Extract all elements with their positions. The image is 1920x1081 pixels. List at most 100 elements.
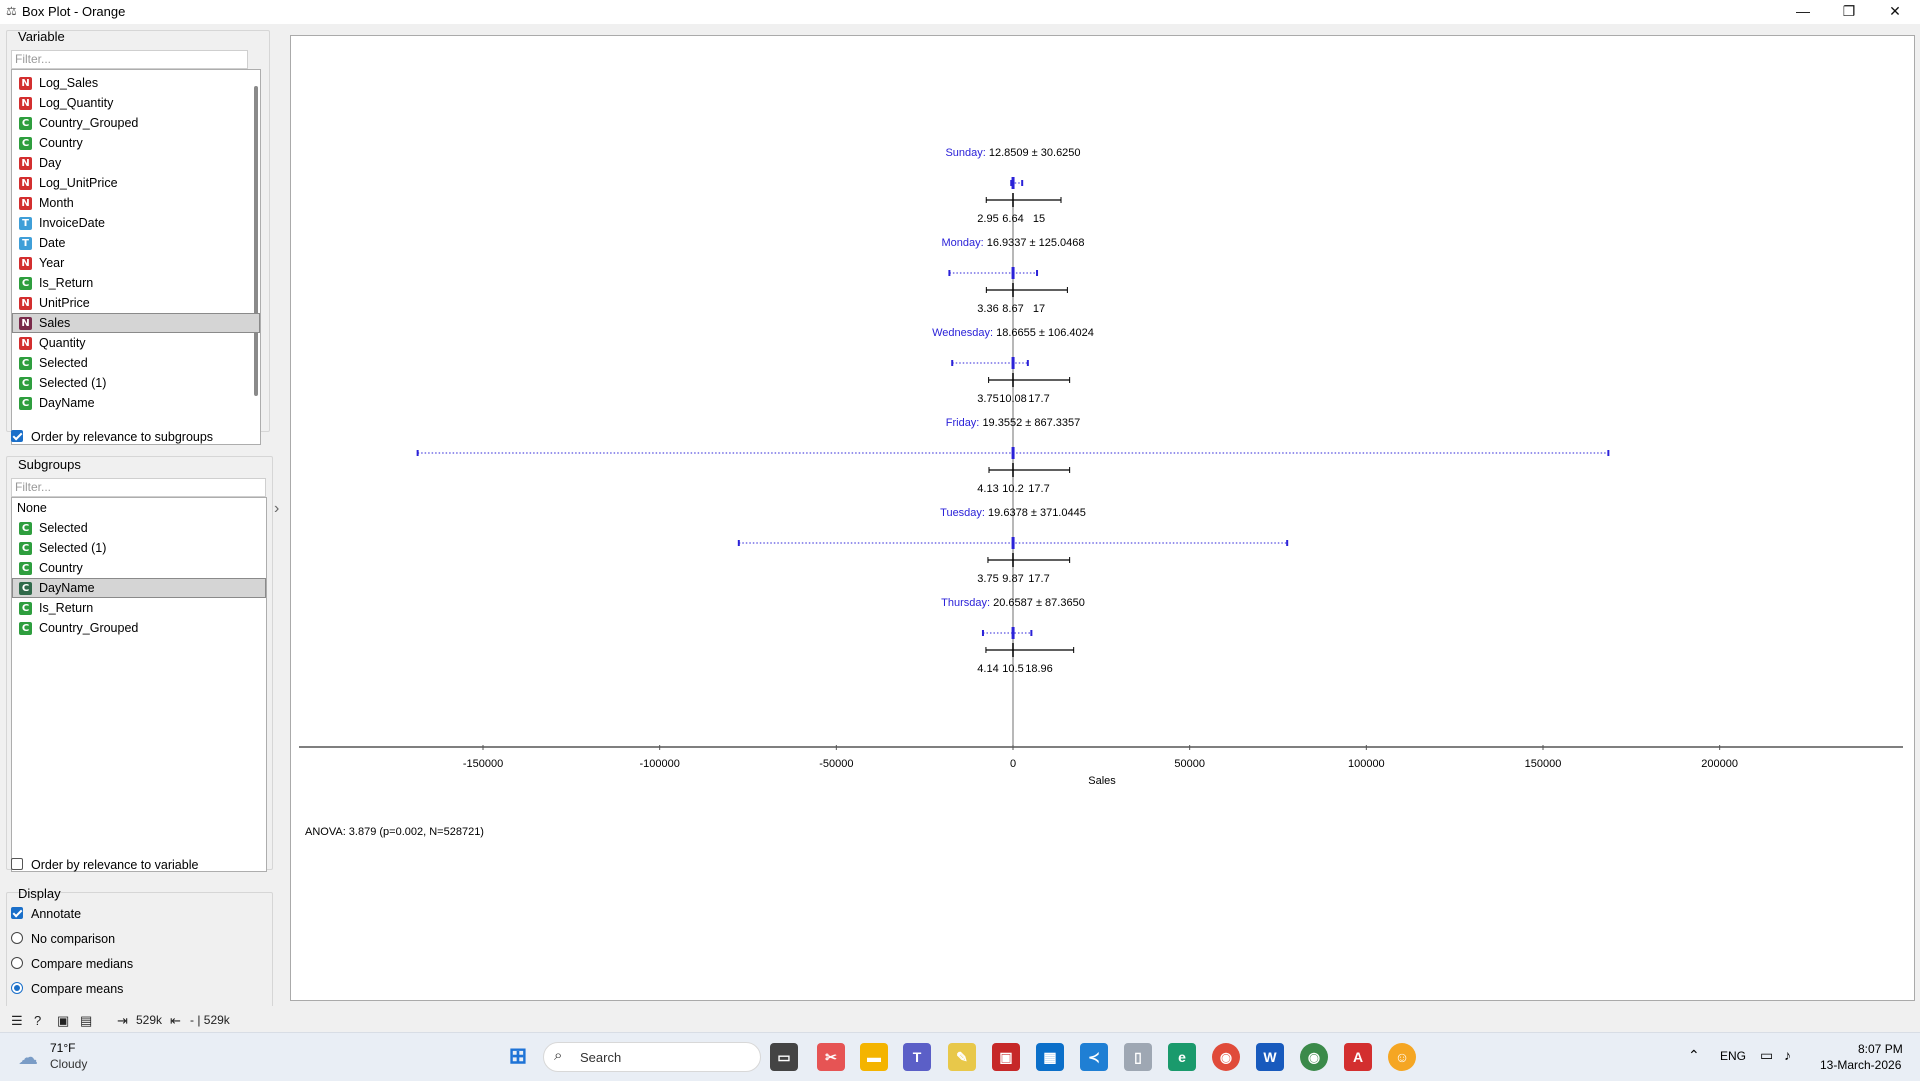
group-stat-label: Sunday: 12.8509 ± 30.6250 (945, 147, 1080, 159)
checkbox-box[interactable] (11, 858, 23, 870)
type-C-icon: C (19, 522, 32, 535)
subgroup-list-item[interactable]: C DayName (12, 578, 266, 598)
orange-app-icon[interactable]: ☺ (1388, 1043, 1416, 1071)
chevron-up-icon[interactable]: ⌃ (1688, 1047, 1700, 1063)
edge-icon[interactable]: e (1168, 1043, 1196, 1071)
order-by-relevance-variable-checkbox[interactable]: Order by relevance to variable (11, 857, 198, 873)
teams-icon[interactable]: T (903, 1043, 931, 1071)
volume-icon[interactable]: ♪ (1784, 1047, 1791, 1063)
variable-list-item[interactable]: N Log_UnitPrice (12, 173, 260, 193)
type-N-icon: N (19, 197, 32, 210)
variable-list-item[interactable]: T Date (12, 233, 260, 253)
variable-list-item[interactable]: N UnitPrice (12, 293, 260, 313)
file-explorer-icon[interactable]: ▬ (860, 1043, 888, 1071)
type-C-icon: C (19, 622, 32, 635)
list-item-label: Selected (39, 356, 88, 370)
subgroup-list-item[interactable]: C Selected (1) (12, 538, 266, 558)
type-C-icon: C (19, 397, 32, 410)
group-mean-sd: 16.9337 ± 125.0468 (987, 237, 1085, 249)
chrome-profile-icon[interactable]: ◉ (1300, 1043, 1328, 1071)
whisker-cap-min (1010, 180, 1013, 186)
type-C-icon: C (19, 137, 32, 150)
taskbar-search[interactable]: ⌕ Search (543, 1042, 761, 1072)
type-N-icon: N (19, 297, 32, 310)
variable-filter-input[interactable]: Filter... (11, 50, 248, 69)
device-app-icon[interactable]: ▯ (1124, 1043, 1152, 1071)
compare-medians-radio[interactable]: Compare medians (11, 956, 133, 972)
subgroup-list-item[interactable]: C Country (12, 558, 266, 578)
variable-list-scrollbar[interactable] (254, 86, 258, 396)
annotate-checkbox[interactable]: Annotate (11, 906, 81, 922)
whisker-cap-min (948, 270, 951, 276)
variable-list-item[interactable]: N Day (12, 153, 260, 173)
network-icon[interactable]: ▭ (1760, 1047, 1774, 1063)
radio-circle[interactable] (11, 982, 23, 994)
variable-list-item[interactable]: N Quantity (12, 333, 260, 353)
group-stat-label: Friday: 19.3552 ± 867.3357 (946, 417, 1080, 429)
snipping-tool-icon[interactable]: ✂ (817, 1043, 845, 1071)
close-button[interactable]: ✕ (1889, 3, 1901, 19)
menu-icon[interactable]: ☰ (11, 1013, 23, 1028)
vscode-icon[interactable]: ≺ (1080, 1043, 1108, 1071)
x-tick-label: -100000 (639, 758, 679, 770)
variable-list-item[interactable]: N Log_Quantity (12, 93, 260, 113)
task-view-icon[interactable]: ▭ (770, 1043, 798, 1071)
variable-list-item[interactable]: C Selected (1) (12, 373, 260, 393)
plot-canvas[interactable]: Sunday: 12.8509 ± 30.6250 2.95 6.64 15 Monda… (290, 35, 1915, 1001)
group-mean-sd: 19.3552 ± 867.3357 (982, 417, 1080, 429)
variable-list-item[interactable]: N Log_Sales (12, 73, 260, 93)
variable-list-item[interactable]: C Is_Return (12, 273, 260, 293)
no-comparison-radio[interactable]: No comparison (11, 931, 115, 947)
variable-list-item[interactable]: C DayName (12, 393, 260, 413)
variable-list-item[interactable]: T InvoiceDate (12, 213, 260, 233)
save-icon[interactable]: ▣ (57, 1013, 70, 1028)
calculator-app-icon[interactable]: ▦ (1036, 1043, 1064, 1071)
variable-list-item[interactable]: C Selected (12, 353, 260, 373)
whisker-cap-max (1021, 180, 1024, 186)
subgroup-list-item[interactable]: None (12, 498, 266, 518)
variable-list-item[interactable]: N Sales (12, 313, 260, 333)
chrome-icon[interactable]: ◉ (1212, 1043, 1240, 1071)
type-N-icon: N (19, 157, 32, 170)
variable-list-item[interactable]: N Month (12, 193, 260, 213)
start-button[interactable]: ⊞ (508, 1043, 528, 1068)
group-mean-sd: 19.6378 ± 371.0445 (988, 507, 1086, 519)
compare-means-radio[interactable]: Compare means (11, 981, 123, 997)
subgroup-list-item[interactable]: C Country_Grouped (12, 618, 266, 638)
clock-time[interactable]: 8:07 PM (1858, 1042, 1903, 1056)
app-icon: ⚖ (6, 4, 17, 18)
list-item-label: Year (39, 256, 65, 270)
q1-label: 4.13 (977, 483, 998, 495)
report-icon[interactable]: ▤ (80, 1013, 93, 1028)
clock-date[interactable]: 13-March-2026 (1820, 1058, 1902, 1072)
checkbox-box[interactable] (11, 430, 23, 442)
order-by-relevance-subgroups-checkbox[interactable]: Order by relevance to subgroups (11, 429, 213, 445)
minimize-button[interactable]: — (1796, 3, 1810, 19)
radio-circle[interactable] (11, 932, 23, 944)
radio-circle[interactable] (11, 957, 23, 969)
presentation-app-icon[interactable]: ▣ (992, 1043, 1020, 1071)
collapse-panel-chevron-icon[interactable]: › (274, 500, 280, 517)
whisker-cap-max (1607, 450, 1610, 456)
subgroups-list[interactable]: None C Selected C Selected (1) C Country C DayNa… (11, 497, 267, 872)
variable-list-item[interactable]: N Year (12, 253, 260, 273)
subgroup-list-item[interactable]: C Selected (12, 518, 266, 538)
word-icon[interactable]: W (1256, 1043, 1284, 1071)
maximize-button[interactable]: ❐ (1842, 3, 1856, 19)
variable-list-item[interactable]: C Country (12, 133, 260, 153)
acrobat-icon[interactable]: A (1344, 1043, 1372, 1071)
checkbox-box[interactable] (11, 907, 23, 919)
q3-label: 18.96 (1025, 663, 1053, 675)
language-indicator[interactable]: ENG (1720, 1049, 1747, 1063)
help-icon[interactable]: ? (34, 1013, 42, 1028)
radio-label: No comparison (31, 932, 116, 946)
paint-icon[interactable]: ✎ (948, 1043, 976, 1071)
q1-label: 3.75 (977, 393, 998, 405)
mean-marker (1011, 267, 1015, 279)
variable-list-item[interactable]: C Country_Grouped (12, 113, 260, 133)
type-C-icon: C (19, 277, 32, 290)
subgroups-filter-input[interactable]: Filter... (11, 478, 266, 497)
group-stat-label: Wednesday: 18.6655 ± 106.4024 (932, 327, 1094, 339)
variable-list[interactable]: N Log_Sales N Log_Quantity C Country_Grouped C… (11, 69, 261, 445)
subgroup-list-item[interactable]: C Is_Return (12, 598, 266, 618)
